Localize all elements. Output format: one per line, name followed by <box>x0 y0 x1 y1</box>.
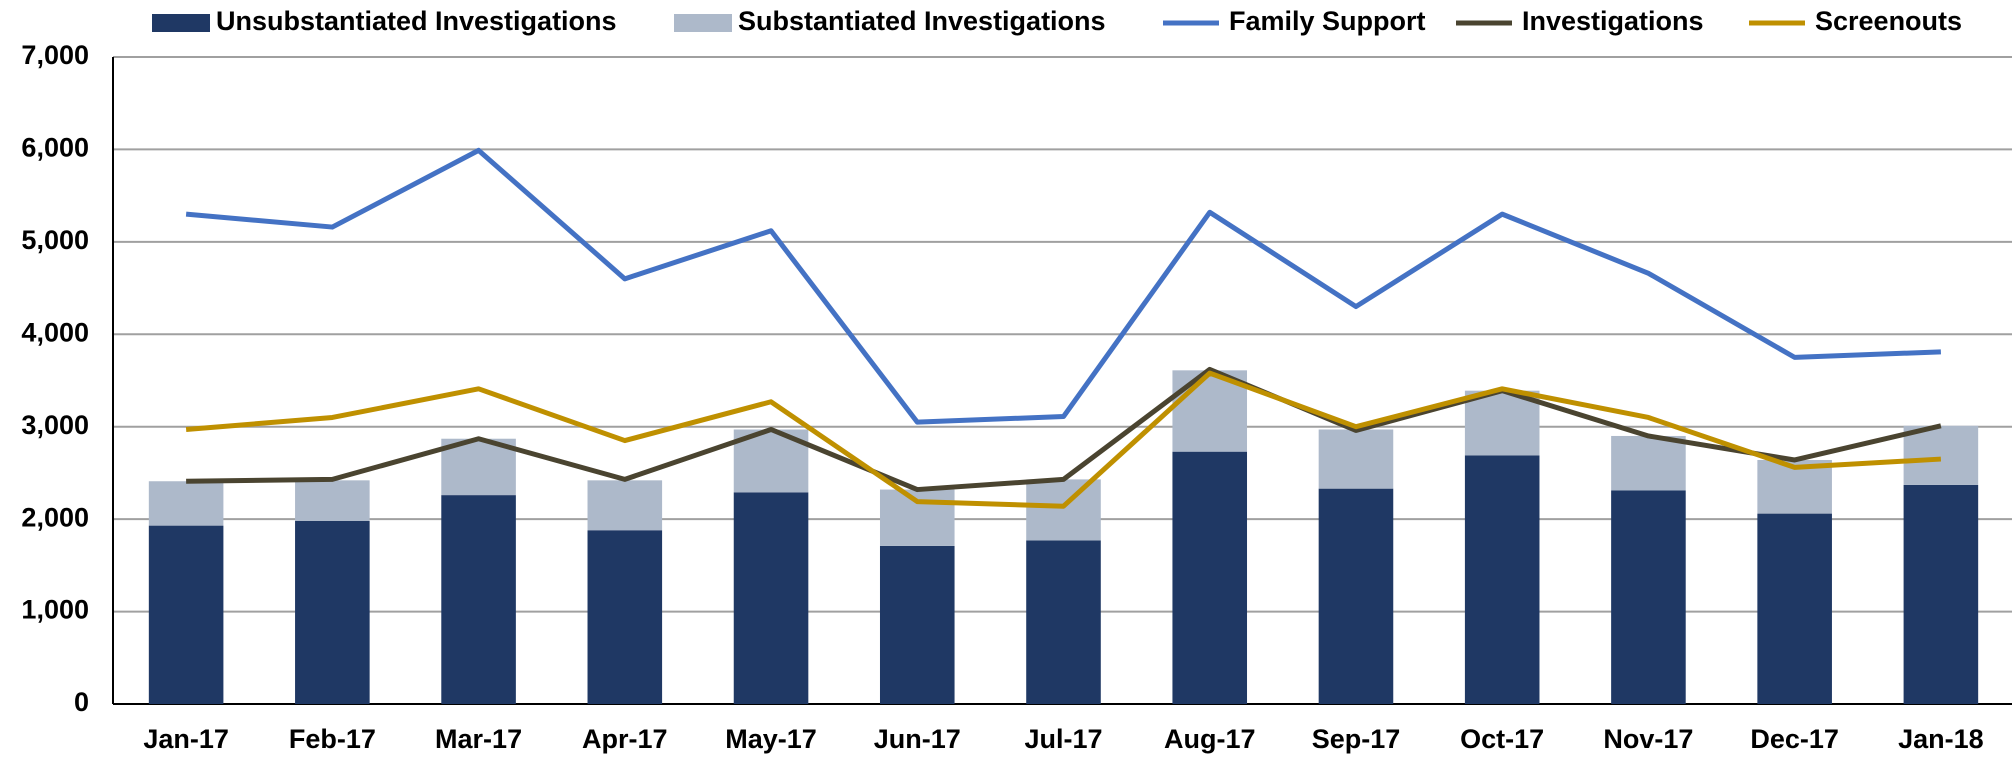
x-tick-label: Dec-17 <box>1750 724 1839 754</box>
legend-swatch <box>152 14 210 32</box>
legend-label: Unsubstantiated Investigations <box>216 6 617 36</box>
bar <box>1757 513 1832 704</box>
bar <box>1318 429 1394 489</box>
bar <box>295 520 370 704</box>
bar <box>148 525 224 704</box>
y-tick-label: 0 <box>74 687 89 717</box>
x-tick-label: Oct-17 <box>1460 724 1544 754</box>
legend-swatch <box>674 14 732 32</box>
x-tick-label: Mar-17 <box>435 724 522 754</box>
line-series <box>185 147 1941 425</box>
y-tick-label: 1,000 <box>21 595 89 625</box>
bar <box>879 545 955 704</box>
bar <box>879 489 955 546</box>
bar <box>1318 488 1394 704</box>
bar <box>441 495 516 704</box>
x-tick-label: Apr-17 <box>582 724 668 754</box>
bar <box>1464 455 1540 704</box>
x-tick-label: Jun-17 <box>874 724 961 754</box>
bar <box>1903 425 1979 485</box>
legend-label: Family Support <box>1229 6 1426 36</box>
x-tick-label: Jan-17 <box>143 724 229 754</box>
y-tick-label: 4,000 <box>21 317 89 347</box>
line-series <box>185 370 1942 509</box>
bar <box>1026 540 1101 704</box>
y-tick-label: 3,000 <box>21 410 89 440</box>
x-tick-label: Nov-17 <box>1603 724 1693 754</box>
y-tick-label: 6,000 <box>21 133 89 163</box>
legend-label: Screenouts <box>1815 6 1962 36</box>
y-tick-label: 5,000 <box>21 225 89 255</box>
bar <box>1172 451 1248 704</box>
bar <box>148 481 224 526</box>
y-tick-label: 7,000 <box>21 40 89 70</box>
x-tick-label: Aug-17 <box>1164 724 1256 754</box>
y-tick-label: 2,000 <box>21 502 89 532</box>
bar <box>587 480 663 531</box>
bar <box>1611 490 1686 704</box>
legend-label: Substantiated Investigations <box>738 6 1106 36</box>
x-tick-label: Sep-17 <box>1312 724 1401 754</box>
line-series <box>186 366 1942 493</box>
bar <box>1611 435 1686 491</box>
bar <box>587 530 663 704</box>
x-tick-label: Feb-17 <box>289 724 376 754</box>
bar <box>1903 484 1979 704</box>
bar <box>1464 390 1540 456</box>
bar <box>1026 479 1101 541</box>
legend-label: Investigations <box>1522 6 1704 36</box>
x-tick-label: Jan-18 <box>1898 724 1984 754</box>
bar <box>733 492 809 704</box>
x-tick-label: Jul-17 <box>1024 724 1102 754</box>
bar <box>295 480 370 521</box>
x-tick-label: May-17 <box>725 724 817 754</box>
